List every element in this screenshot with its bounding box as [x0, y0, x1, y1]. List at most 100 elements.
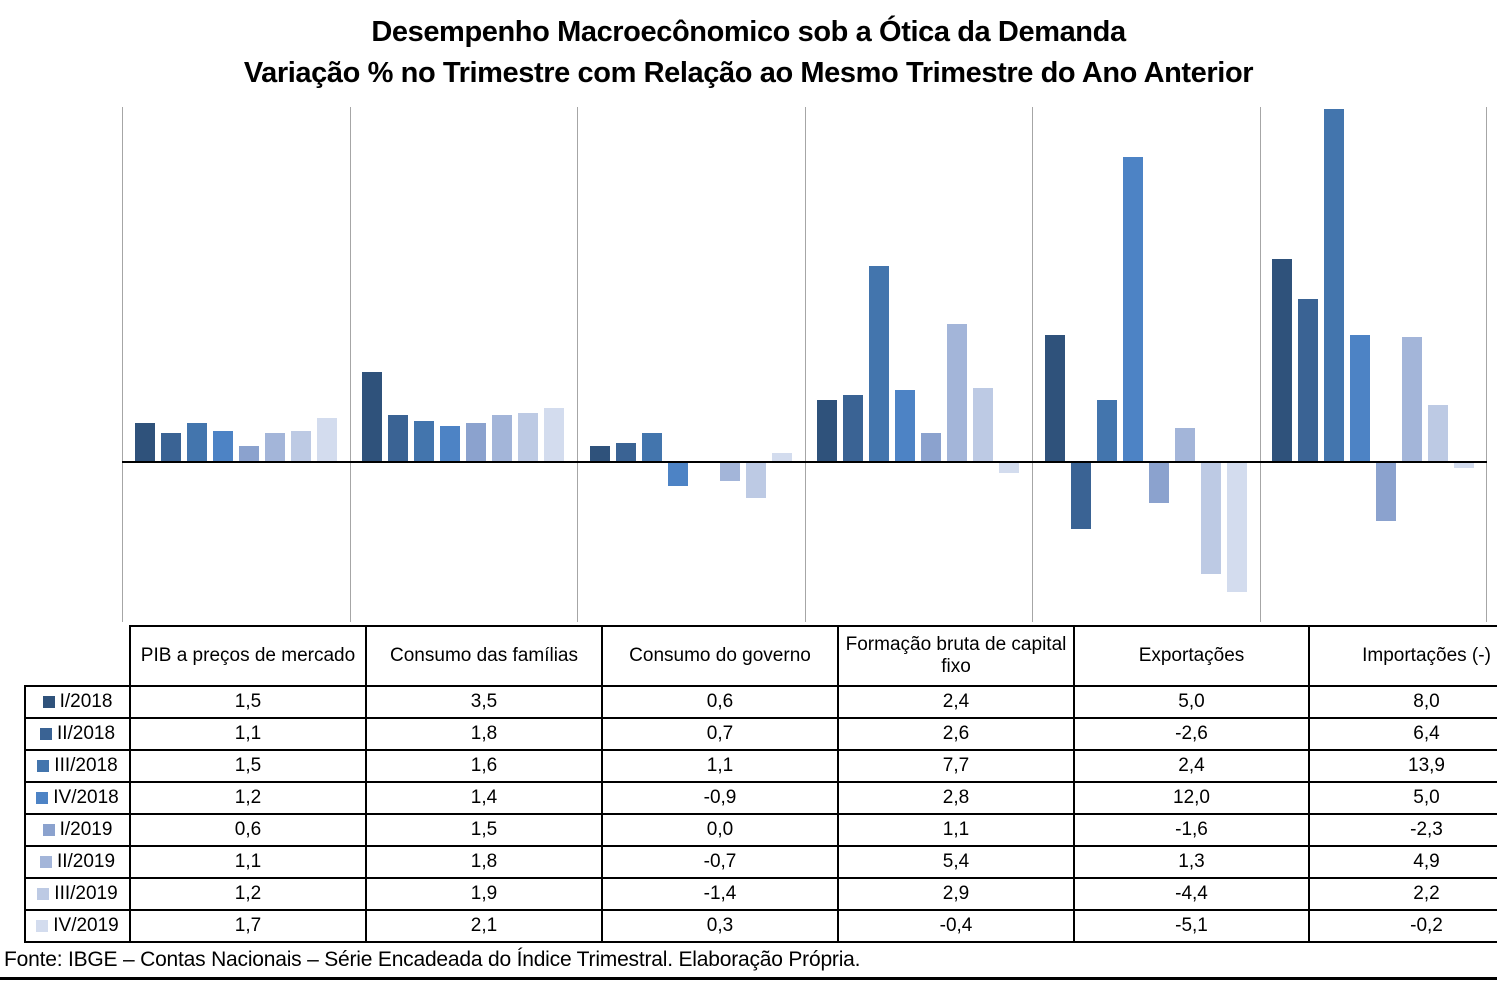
chart-bar [667, 463, 688, 486]
legend-swatch-icon [37, 888, 50, 900]
data-table-header: PIB a preços de mercado Consumo das famíl… [25, 625, 1497, 687]
chart-bar [544, 407, 565, 461]
series-label: II/2018 [56, 723, 116, 744]
table-row: IV/2019 1,7 2,1 0,3 -0,4 -5,1 -0,2 [24, 909, 1497, 943]
chart-bar [745, 463, 766, 499]
chart-bar [290, 430, 311, 461]
chart-bar [895, 390, 916, 461]
chart-bar [1122, 157, 1143, 461]
series-label: IV/2018 [53, 787, 119, 808]
chart-bar [1402, 337, 1423, 461]
chart-bar [1044, 334, 1065, 461]
legend-cell: III/2019 [24, 877, 131, 911]
legend-cell: II/2019 [24, 845, 131, 879]
value-cell: 13,9 [1308, 749, 1497, 783]
category-header-cell: PIB a preços de mercado [129, 625, 367, 687]
chart-bar [186, 423, 207, 461]
value-cell: -4,4 [1073, 877, 1310, 911]
data-table-body: I/2018 1,5 3,5 0,6 2,4 5,0 8,0 II/2018 1,1 1,8 0,7… [24, 685, 1497, 943]
value-cell: 8,0 [1308, 685, 1497, 719]
category-header-cell: Consumo das famílias [365, 625, 603, 687]
series-label: I/2018 [59, 691, 113, 712]
value-cell: 1,1 [129, 845, 367, 879]
value-cell: 6,4 [1308, 717, 1497, 751]
value-cell: 1,5 [365, 813, 603, 847]
table-row: I/2019 0,6 1,5 0,0 1,1 -1,6 -2,3 [24, 813, 1497, 847]
chart-bar [238, 445, 259, 461]
legend-swatch-icon [37, 760, 50, 772]
category-gridline [350, 107, 351, 622]
chart-title: Desempenho Macroecônomico sob a Ótica da… [371, 16, 1126, 48]
chart-bar [362, 372, 383, 461]
category-header-cell: Importações (-) [1308, 625, 1497, 687]
value-cell: 2,2 [1308, 877, 1497, 911]
category-gridline [1032, 107, 1033, 622]
value-cell: 0,0 [601, 813, 839, 847]
chart-bar [1272, 258, 1293, 461]
chart-bar [771, 453, 792, 461]
legend-cell: I/2018 [24, 685, 131, 719]
value-cell: 1,8 [365, 845, 603, 879]
value-cell: 2,4 [1073, 749, 1310, 783]
data-table: PIB a preços de mercado Consumo das famíl… [24, 625, 1497, 943]
legend-cell: IV/2019 [24, 909, 131, 943]
table-row: IV/2018 1,2 1,4 -0,9 2,8 12,0 5,0 [24, 781, 1497, 815]
series-label: III/2019 [54, 883, 118, 904]
legend-cell: I/2019 [24, 813, 131, 847]
chart-bar [921, 433, 942, 461]
table-row: II/2018 1,1 1,8 0,7 2,6 -2,6 6,4 [24, 717, 1497, 751]
value-cell: -2,6 [1073, 717, 1310, 751]
chart-bar [466, 423, 487, 461]
category-gridline [805, 107, 806, 622]
category-header-cell: Consumo do governo [601, 625, 839, 687]
legend-swatch-icon [36, 920, 49, 932]
value-cell: 0,7 [601, 717, 839, 751]
value-cell: 3,5 [365, 685, 603, 719]
chart-bar [134, 423, 155, 461]
value-cell: 2,6 [837, 717, 1075, 751]
value-cell: -1,4 [601, 877, 839, 911]
value-cell: 1,4 [365, 781, 603, 815]
chart-bar [1200, 463, 1221, 575]
chart-bar [615, 443, 636, 461]
value-cell: -0,9 [601, 781, 839, 815]
value-cell: 7,7 [837, 749, 1075, 783]
value-cell: 5,0 [1308, 781, 1497, 815]
category-gridline [577, 107, 578, 622]
legend-swatch-icon [42, 824, 55, 836]
series-label: I/2019 [59, 819, 113, 840]
chart-bar [1070, 463, 1091, 529]
legend-swatch-icon [36, 792, 49, 804]
value-cell: 1,3 [1073, 845, 1310, 879]
chart-bar [843, 395, 864, 461]
chart-bar [1226, 463, 1247, 593]
table-row: I/2018 1,5 3,5 0,6 2,4 5,0 8,0 [24, 685, 1497, 719]
chart-bar [947, 324, 968, 461]
source-note: Fonte: IBGE – Contas Nacionais – Série E… [4, 948, 861, 971]
value-cell: 1,1 [129, 717, 367, 751]
table-row: III/2018 1,5 1,6 1,1 7,7 2,4 13,9 [24, 749, 1497, 783]
chart-bar [1324, 109, 1345, 461]
category-gridline [1260, 107, 1261, 622]
chart-bar [1350, 334, 1371, 461]
value-cell: -0,4 [837, 909, 1075, 943]
chart-bar [973, 387, 994, 461]
value-cell: 4,9 [1308, 845, 1497, 879]
value-cell: 5,4 [837, 845, 1075, 879]
value-cell: 1,6 [365, 749, 603, 783]
chart-bar [869, 266, 890, 461]
value-cell: 1,8 [365, 717, 603, 751]
series-label: III/2018 [54, 755, 118, 776]
value-cell: -5,1 [1073, 909, 1310, 943]
value-cell: 1,2 [129, 877, 367, 911]
chart-bar [492, 415, 513, 461]
chart-bar [641, 433, 662, 461]
chart-bar [316, 417, 337, 461]
value-cell: 1,1 [837, 813, 1075, 847]
category-gridline [122, 107, 123, 622]
chart-bar [160, 433, 181, 461]
value-cell: -0,7 [601, 845, 839, 879]
chart-bar [518, 412, 539, 461]
chart-bar [719, 463, 740, 481]
value-cell: 0,6 [129, 813, 367, 847]
